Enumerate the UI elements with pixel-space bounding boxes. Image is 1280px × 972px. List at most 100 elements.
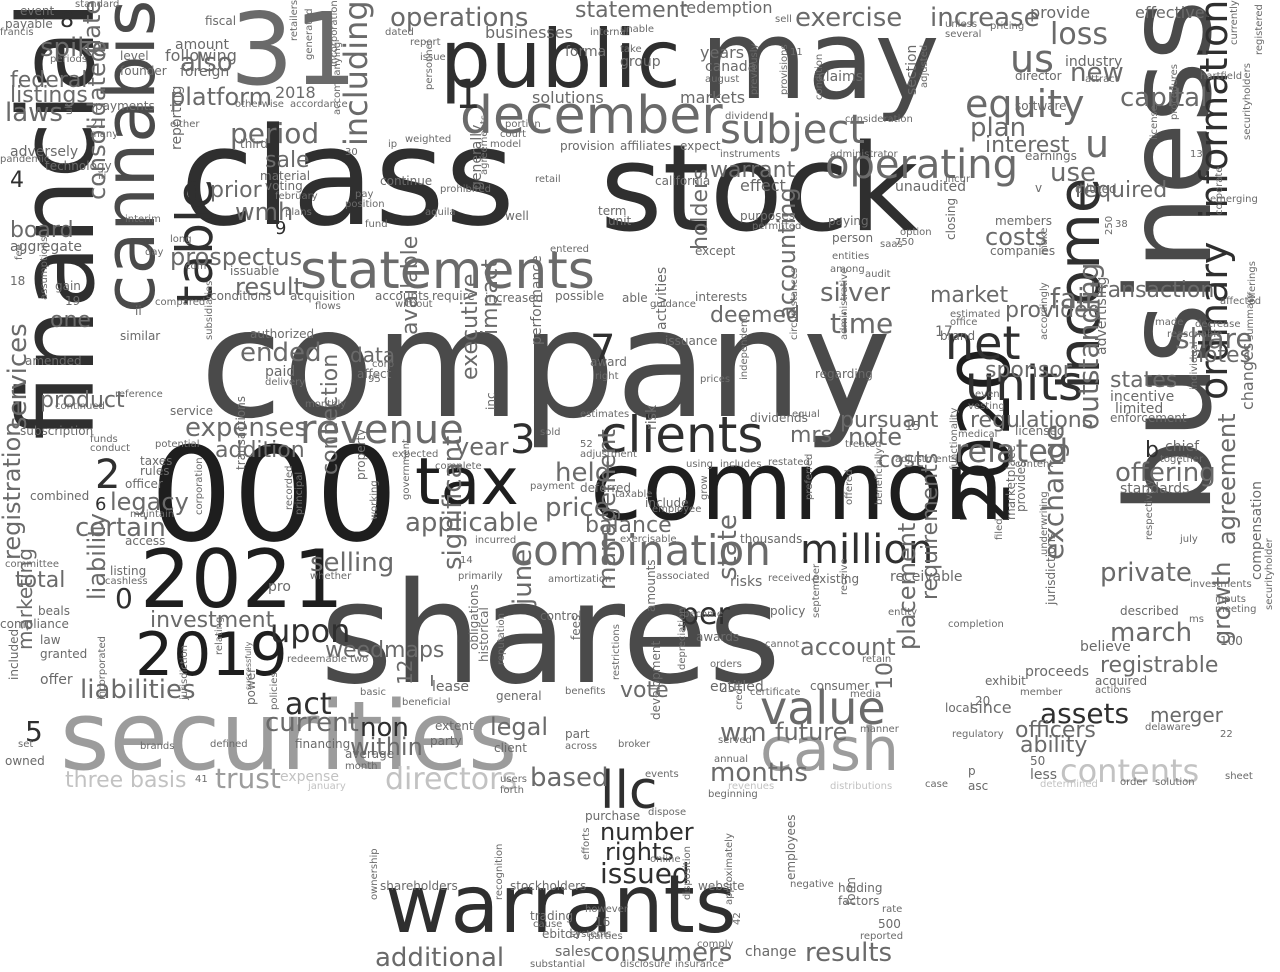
word-tock: stock bbox=[600, 120, 919, 259]
word-policies: policies bbox=[269, 672, 280, 710]
word-additional: additional bbox=[375, 943, 505, 972]
word-cost: cost bbox=[878, 448, 924, 473]
word-except: except bbox=[695, 244, 736, 258]
word-software: software bbox=[1015, 99, 1067, 113]
word-provide: provide bbox=[1030, 3, 1091, 22]
word-person: person bbox=[832, 231, 874, 245]
word-continued: continued bbox=[55, 401, 105, 412]
word-fair: fair bbox=[1050, 282, 1097, 315]
word-award: award bbox=[590, 355, 627, 369]
word-wm: wm bbox=[720, 718, 767, 748]
word-accounts: accounts bbox=[375, 289, 430, 303]
word-parties: parties bbox=[588, 931, 623, 942]
word-closing: closing bbox=[944, 197, 958, 240]
word-50: 50 bbox=[1030, 754, 1046, 768]
word-funds: funds bbox=[90, 434, 118, 445]
word-us: us bbox=[1010, 37, 1054, 81]
word-assets: assets bbox=[1040, 697, 1130, 730]
word-directors: directors bbox=[385, 762, 518, 797]
word-pursuant: pursuant bbox=[840, 408, 939, 433]
word-tates: states bbox=[1110, 368, 1178, 393]
word-cashless: cashless bbox=[105, 576, 148, 587]
word-class: class bbox=[180, 99, 516, 256]
word-control: control bbox=[540, 609, 582, 623]
word-factors: factors bbox=[838, 894, 880, 908]
word-conduct: conduct bbox=[90, 443, 131, 454]
word-rate: rate bbox=[882, 904, 903, 915]
word-retailers: retailers bbox=[289, 0, 300, 42]
word-total: total bbox=[15, 568, 66, 593]
word-development: development bbox=[649, 640, 663, 720]
word-18: 18 bbox=[10, 274, 26, 288]
word-months: months bbox=[710, 758, 808, 788]
word-operations: operations bbox=[390, 3, 529, 33]
word-solutions: solutions bbox=[532, 88, 604, 107]
word-pro: pro bbox=[268, 579, 291, 595]
word-product: product bbox=[40, 388, 125, 413]
word-uk: uk bbox=[64, 102, 75, 115]
word-13: 13 bbox=[1190, 149, 1203, 160]
word-provisions: provisions bbox=[779, 44, 790, 95]
word-100: 100 bbox=[1220, 634, 1243, 648]
word-limited: limited bbox=[1115, 401, 1164, 417]
word-federal: federal bbox=[10, 68, 88, 93]
word-rules: rules bbox=[140, 464, 170, 478]
word-long: long bbox=[170, 234, 192, 245]
word-distributions: distributions bbox=[830, 781, 893, 792]
word-reporting: reporting bbox=[169, 85, 185, 150]
word-combination: combination bbox=[510, 526, 771, 575]
word-advertising: advertising bbox=[1094, 276, 1110, 355]
word-group: group bbox=[620, 54, 661, 70]
word-deemed: deemed bbox=[710, 303, 800, 328]
word-make: make bbox=[1039, 227, 1050, 255]
word-expense: expense bbox=[280, 769, 339, 785]
word-contents: contents bbox=[1060, 752, 1200, 790]
word-llc: llc bbox=[600, 761, 658, 821]
word-however: however bbox=[585, 904, 628, 915]
word-9: 9 bbox=[275, 218, 287, 239]
word-historical: historical bbox=[477, 607, 491, 662]
word-consumer: consumer bbox=[810, 679, 870, 693]
word-general: general bbox=[496, 689, 542, 703]
word-companies: companies bbox=[990, 244, 1056, 258]
word-february: february bbox=[275, 191, 318, 202]
word-substantial: substantial bbox=[530, 959, 586, 970]
word-38: 38 bbox=[1115, 219, 1128, 230]
word-corporate: corporate bbox=[1214, 166, 1225, 215]
word-available: available bbox=[398, 235, 423, 335]
word-warrants: warrants bbox=[385, 858, 737, 951]
word-maintain: maintain bbox=[130, 509, 175, 520]
word-upon: upon bbox=[270, 612, 351, 650]
word-revenues: revenues bbox=[728, 781, 775, 792]
word-including: including bbox=[337, 0, 375, 146]
word-pike: spike bbox=[40, 33, 108, 63]
word-capital: capital bbox=[1120, 83, 1208, 113]
word-pandemic: pandemic bbox=[0, 154, 50, 165]
word-possible: possible bbox=[555, 289, 605, 303]
word-revenue: revenue bbox=[300, 407, 464, 453]
word-sell: sell bbox=[775, 14, 792, 25]
word-manner: manner bbox=[860, 724, 899, 735]
word-term: term bbox=[598, 204, 627, 218]
word-believe: believe bbox=[1080, 639, 1131, 655]
word-umber: number bbox=[600, 818, 694, 846]
word-forma: forma bbox=[565, 44, 607, 60]
word-orders: orders bbox=[710, 659, 742, 670]
word-continue: continue bbox=[380, 174, 433, 188]
word-1: 1 bbox=[455, 72, 481, 118]
word-generally: generally bbox=[469, 124, 485, 190]
word-risks: risks bbox=[730, 574, 763, 590]
word-2018: 2018 bbox=[275, 83, 316, 102]
word-ubject: subject bbox=[720, 107, 865, 153]
word-entities: entities bbox=[832, 251, 870, 262]
word-require: require bbox=[432, 289, 475, 303]
word-party: party bbox=[430, 734, 462, 748]
word-instruments: instruments bbox=[720, 149, 781, 160]
word-30: 30 bbox=[345, 147, 358, 158]
word-average: average bbox=[345, 747, 395, 761]
word-16: 16 bbox=[595, 915, 611, 929]
word-listing: listing bbox=[110, 564, 147, 578]
word-brands: brands bbox=[140, 741, 175, 752]
word-circumstances: circumstances bbox=[789, 267, 800, 340]
word-provided: provided bbox=[1005, 298, 1102, 323]
